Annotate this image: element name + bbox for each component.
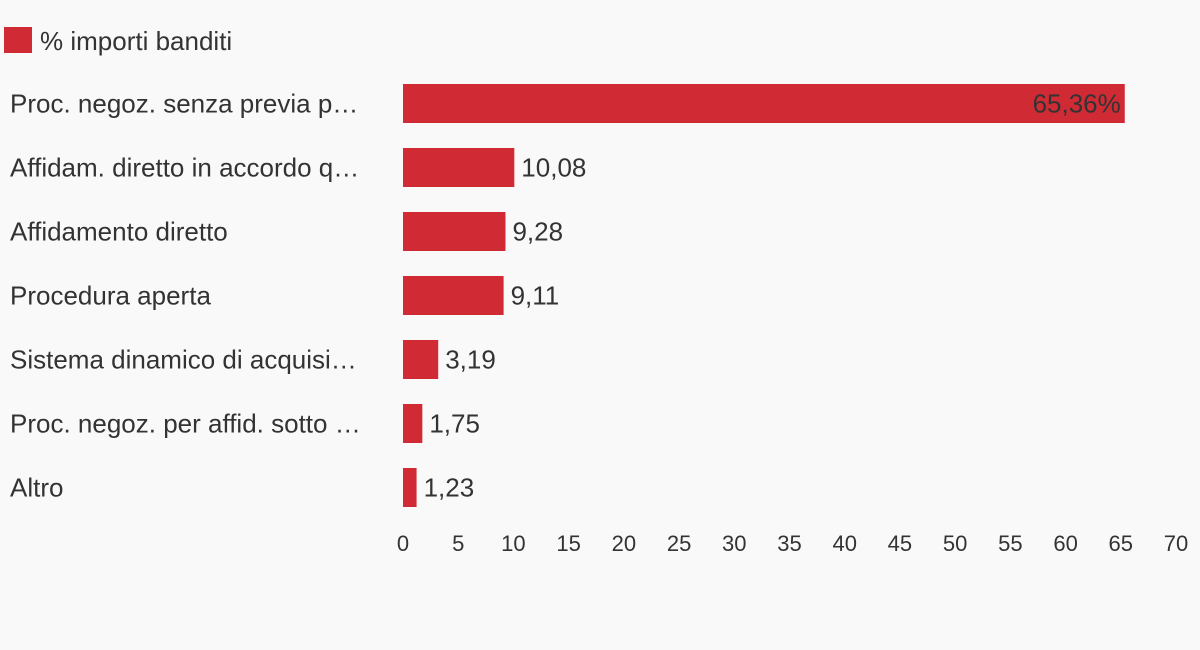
category-label: Altro xyxy=(10,473,63,503)
value-label: 1,75 xyxy=(429,409,480,439)
x-tick-label: 45 xyxy=(888,531,912,556)
x-tick-label: 25 xyxy=(667,531,691,556)
x-tick-label: 50 xyxy=(943,531,967,556)
category-labels: Proc. negoz. senza previa p… Affidam. dir… xyxy=(10,89,361,503)
legend: % importi banditi xyxy=(4,26,232,56)
bars xyxy=(403,84,1125,507)
legend-swatch xyxy=(4,27,32,53)
bar xyxy=(403,212,506,251)
x-tick-label: 5 xyxy=(452,531,464,556)
bar xyxy=(403,148,515,187)
category-label: Procedura aperta xyxy=(10,281,211,311)
bar xyxy=(403,276,504,315)
category-label: Proc. negoz. per affid. sotto … xyxy=(10,409,361,439)
category-label: Affidam. diretto in accordo q… xyxy=(10,153,359,183)
x-tick-label: 70 xyxy=(1164,531,1188,556)
x-tick-label: 35 xyxy=(777,531,801,556)
value-label: 65,36% xyxy=(1033,89,1121,119)
category-label: Proc. negoz. senza previa p… xyxy=(10,89,358,119)
value-label: 9,11 xyxy=(511,281,560,311)
x-axis: 0 5 10 15 20 25 30 35 40 45 50 55 60 65 70 xyxy=(397,531,1188,556)
x-tick-label: 30 xyxy=(722,531,746,556)
bar xyxy=(403,404,423,443)
bar xyxy=(403,468,417,507)
x-tick-label: 55 xyxy=(998,531,1022,556)
value-labels: 65,36% 10,08 9,28 9,11 3,19 1,75 1,23 xyxy=(424,89,1121,503)
category-label: Affidamento diretto xyxy=(10,217,228,247)
x-tick-label: 65 xyxy=(1109,531,1133,556)
category-label: Sistema dinamico di acquisi… xyxy=(10,345,357,375)
x-tick-label: 40 xyxy=(832,531,856,556)
legend-label: % importi banditi xyxy=(40,26,232,56)
x-tick-label: 10 xyxy=(501,531,525,556)
bar xyxy=(403,84,1125,123)
x-tick-label: 60 xyxy=(1053,531,1077,556)
bar xyxy=(403,340,439,379)
x-tick-label: 15 xyxy=(556,531,580,556)
value-label: 9,28 xyxy=(512,217,563,247)
value-label: 10,08 xyxy=(521,153,586,183)
value-label: 1,23 xyxy=(424,473,475,503)
x-tick-label: 0 xyxy=(397,531,409,556)
x-tick-label: 20 xyxy=(612,531,636,556)
value-label: 3,19 xyxy=(445,345,496,375)
